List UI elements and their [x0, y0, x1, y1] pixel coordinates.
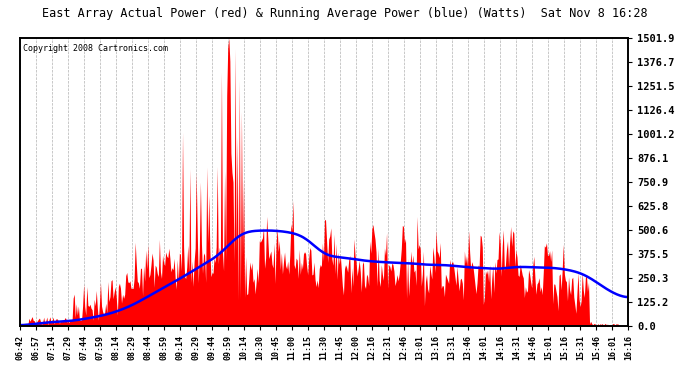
Text: East Array Actual Power (red) & Running Average Power (blue) (Watts)  Sat Nov 8 : East Array Actual Power (red) & Running …	[42, 8, 648, 21]
Text: Copyright 2008 Cartronics.com: Copyright 2008 Cartronics.com	[23, 44, 168, 52]
